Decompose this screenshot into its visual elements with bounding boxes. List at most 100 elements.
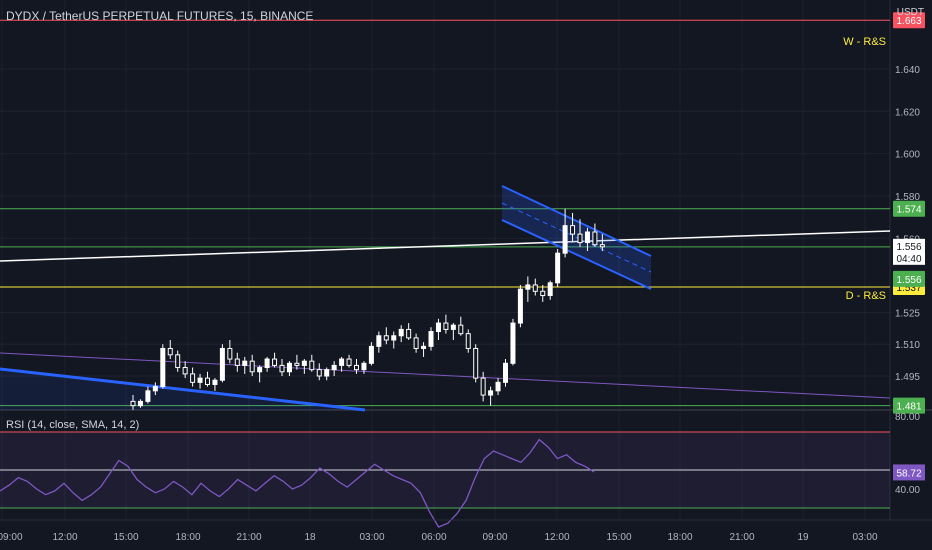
candle-body-6 bbox=[175, 354, 181, 369]
candle-body-2 bbox=[145, 390, 151, 402]
candle-body-19 bbox=[272, 358, 278, 366]
time-tick-0: 09:00 bbox=[0, 532, 23, 543]
candle-43 bbox=[450, 323, 456, 340]
candle-body-10 bbox=[205, 377, 210, 385]
candle-body-44 bbox=[458, 324, 464, 335]
candle-6 bbox=[175, 350, 181, 372]
candle-37 bbox=[406, 323, 412, 340]
candle-body-18 bbox=[264, 358, 270, 369]
candle-62 bbox=[592, 223, 598, 247]
candle-body-15 bbox=[242, 360, 248, 366]
horizontal-levels bbox=[0, 19, 890, 407]
candle-body-48 bbox=[488, 390, 494, 396]
time-tick-2: 15:00 bbox=[113, 532, 138, 543]
candle-33 bbox=[376, 331, 382, 353]
candle-body-32 bbox=[368, 345, 374, 364]
candle-44 bbox=[458, 316, 464, 336]
candle-9 bbox=[197, 373, 203, 389]
currency-label: USDT bbox=[896, 7, 924, 18]
candle-body-24 bbox=[309, 360, 315, 371]
candle-22 bbox=[294, 354, 300, 370]
flag-channel-lower bbox=[501, 219, 652, 290]
candle-body-3 bbox=[152, 386, 158, 392]
candle-body-4 bbox=[160, 347, 166, 388]
candle-body-14 bbox=[234, 358, 240, 366]
candle-31 bbox=[361, 361, 367, 374]
candle-29 bbox=[346, 354, 352, 368]
candle-12 bbox=[219, 344, 225, 383]
time-tick-13: 19 bbox=[797, 532, 809, 543]
candle-0 bbox=[130, 395, 136, 410]
time-tick-12: 21:00 bbox=[729, 532, 754, 543]
descending-channel-line bbox=[0, 367, 366, 412]
grid bbox=[0, 0, 932, 520]
candles bbox=[130, 208, 605, 410]
candle-body-21 bbox=[286, 362, 292, 373]
level-tag-4-bg bbox=[893, 397, 925, 414]
candle-59 bbox=[570, 212, 576, 243]
candle-body-54 bbox=[532, 284, 538, 292]
level-tag-1-bg bbox=[893, 200, 925, 217]
candle-13 bbox=[227, 340, 233, 364]
candle-63 bbox=[599, 234, 605, 252]
chart-title: DYDX / TetherUS PERPETUAL FUTURES, 15, B… bbox=[6, 9, 314, 23]
time-tick-10: 15:00 bbox=[606, 532, 631, 543]
candle-51 bbox=[510, 318, 516, 366]
level-tag-4: 1.481 bbox=[893, 397, 925, 414]
price-axis: 1.6401.6201.6001.5801.5601.5251.5101.495… bbox=[893, 12, 925, 496]
candle-body-52 bbox=[517, 288, 523, 324]
level-tag-1-text: 1.574 bbox=[896, 205, 921, 216]
candle-body-31 bbox=[361, 362, 367, 371]
level-tag-2-bg bbox=[893, 270, 925, 287]
candle-40 bbox=[428, 327, 434, 351]
descending-channel-fill bbox=[0, 369, 365, 410]
candle-body-13 bbox=[227, 347, 233, 360]
candle-41 bbox=[435, 318, 441, 340]
price-tick-5: 1.525 bbox=[895, 308, 920, 319]
candle-48 bbox=[488, 386, 494, 406]
candle-body-29 bbox=[346, 358, 352, 366]
candle-body-53 bbox=[525, 284, 531, 290]
candle-19 bbox=[272, 352, 278, 368]
rsi-upper-tick: 80.00 bbox=[895, 412, 920, 423]
candle-body-50 bbox=[503, 362, 508, 383]
rsi-value-bg bbox=[893, 464, 925, 481]
candle-49 bbox=[495, 378, 501, 396]
rsi-panel bbox=[0, 431, 890, 528]
candle-18 bbox=[264, 356, 270, 372]
candle-11 bbox=[212, 378, 218, 391]
current-price-value: 1.556 bbox=[896, 242, 921, 253]
level-tag-2-text: 1.556 bbox=[896, 275, 921, 286]
candle-body-43 bbox=[450, 324, 456, 330]
candle-38 bbox=[413, 333, 419, 353]
candle-body-63 bbox=[599, 244, 605, 248]
candle-body-0 bbox=[130, 400, 136, 407]
flag-channel-mid bbox=[501, 202, 652, 273]
w-rs-label: W - R&S bbox=[843, 36, 886, 48]
candle-39 bbox=[421, 342, 427, 357]
candle-2 bbox=[145, 386, 151, 404]
candle-21 bbox=[286, 361, 292, 376]
candle-body-12 bbox=[219, 347, 225, 381]
candle-body-7 bbox=[182, 367, 188, 375]
candle-body-33 bbox=[376, 335, 382, 347]
candle-body-16 bbox=[249, 360, 255, 373]
flag-channel-upper bbox=[501, 185, 652, 257]
candle-body-42 bbox=[443, 322, 449, 330]
candle-46 bbox=[473, 344, 479, 383]
candle-body-49 bbox=[495, 381, 501, 392]
candle-27 bbox=[331, 361, 337, 376]
rsi-value-text: 58.72 bbox=[896, 468, 921, 479]
candle-body-35 bbox=[391, 335, 397, 341]
candle-26 bbox=[324, 367, 330, 381]
candle-body-60 bbox=[577, 233, 583, 244]
rsi-label: RSI (14, close, SMA, 14, 2) bbox=[6, 419, 140, 431]
candle-body-17 bbox=[257, 367, 263, 373]
candle-55 bbox=[540, 284, 546, 302]
trendlines: W - R&S D - R&S bbox=[0, 36, 891, 412]
candle-35 bbox=[391, 331, 397, 349]
rsi-value-tag: 58.72 bbox=[893, 464, 925, 481]
candle-7 bbox=[182, 361, 188, 379]
candle-body-51 bbox=[510, 322, 516, 364]
